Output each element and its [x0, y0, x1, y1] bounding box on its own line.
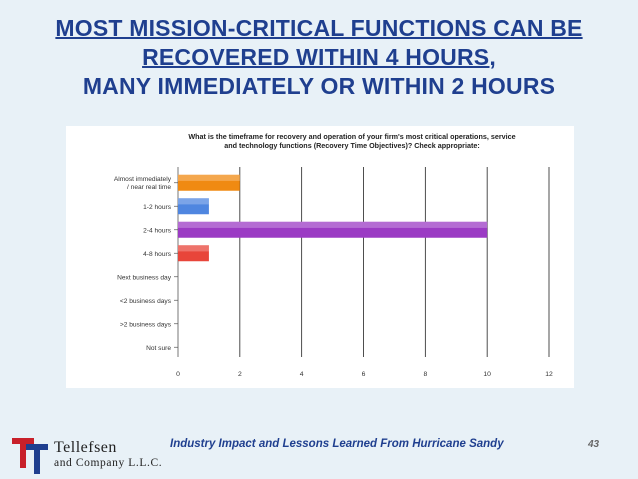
category-label-5: <2 business days — [120, 298, 172, 305]
logo-name: Tellefsen — [54, 439, 117, 456]
category-label-6: >2 business days — [120, 321, 172, 328]
slide-title-line-3: MANY IMMEDIATELY OR WITHIN 2 HOURS — [82, 73, 556, 99]
x-tick-label-6: 6 — [362, 371, 366, 378]
page-number: 43 — [588, 439, 600, 450]
bar-chart: What is the timeframe for recovery and o… — [114, 132, 553, 378]
chart-title-line-1: What is the timeframe for recovery and o… — [188, 132, 515, 141]
bar-highlight-2 — [178, 221, 488, 228]
bar-2 — [178, 221, 488, 238]
footer-text: Industry Impact and Lessons Learned From… — [170, 438, 504, 450]
chart-card: What is the timeframe for recovery and o… — [66, 126, 574, 388]
x-tick-labels: 0 2 4 6 8 10 12 — [176, 371, 553, 378]
tellefsen-logo-mark-icon — [12, 438, 48, 474]
category-label-2: 2-4 hours — [143, 227, 172, 234]
company-logo: Tellefsen and Company L.L.C. — [10, 436, 180, 476]
category-labels: Almost immediately / near real time 1-2 ho… — [114, 176, 178, 352]
category-label-1: 1-2 hours — [143, 204, 172, 211]
bar-3 — [178, 245, 209, 262]
x-tick-label-0: 0 — [176, 371, 180, 378]
bar-1 — [178, 198, 209, 215]
grid-lines — [177, 167, 550, 357]
x-tick-label-10: 10 — [483, 371, 491, 378]
x-tick-label-8: 8 — [423, 371, 427, 378]
bar-0 — [178, 174, 240, 191]
chart-title-line-2: and technology functions (Recovery Time … — [224, 141, 479, 150]
bars — [178, 174, 488, 262]
category-label-3: 4-8 hours — [143, 251, 172, 258]
bar-highlight-1 — [178, 198, 209, 205]
slide-title-line-2: RECOVERED WITHIN 4 HOURS, — [142, 44, 496, 70]
category-label-0: Almost immediately / near real time — [114, 176, 172, 191]
x-tick-label-4: 4 — [300, 371, 304, 378]
slide-title-line-1: MOST MISSION-CRITICAL FUNCTIONS CAN BE — [55, 15, 583, 41]
x-tick-label-12: 12 — [545, 371, 553, 378]
category-label-4: Next business day — [117, 274, 172, 281]
bar-highlight-3 — [178, 245, 209, 252]
x-tick-label-2: 2 — [238, 371, 242, 378]
bar-highlight-0 — [178, 174, 240, 181]
slide-title: MOST MISSION-CRITICAL FUNCTIONS CAN BE R… — [0, 14, 638, 101]
category-label-7: Not sure — [146, 345, 171, 352]
logo-subtitle: and Company L.L.C. — [54, 457, 163, 469]
